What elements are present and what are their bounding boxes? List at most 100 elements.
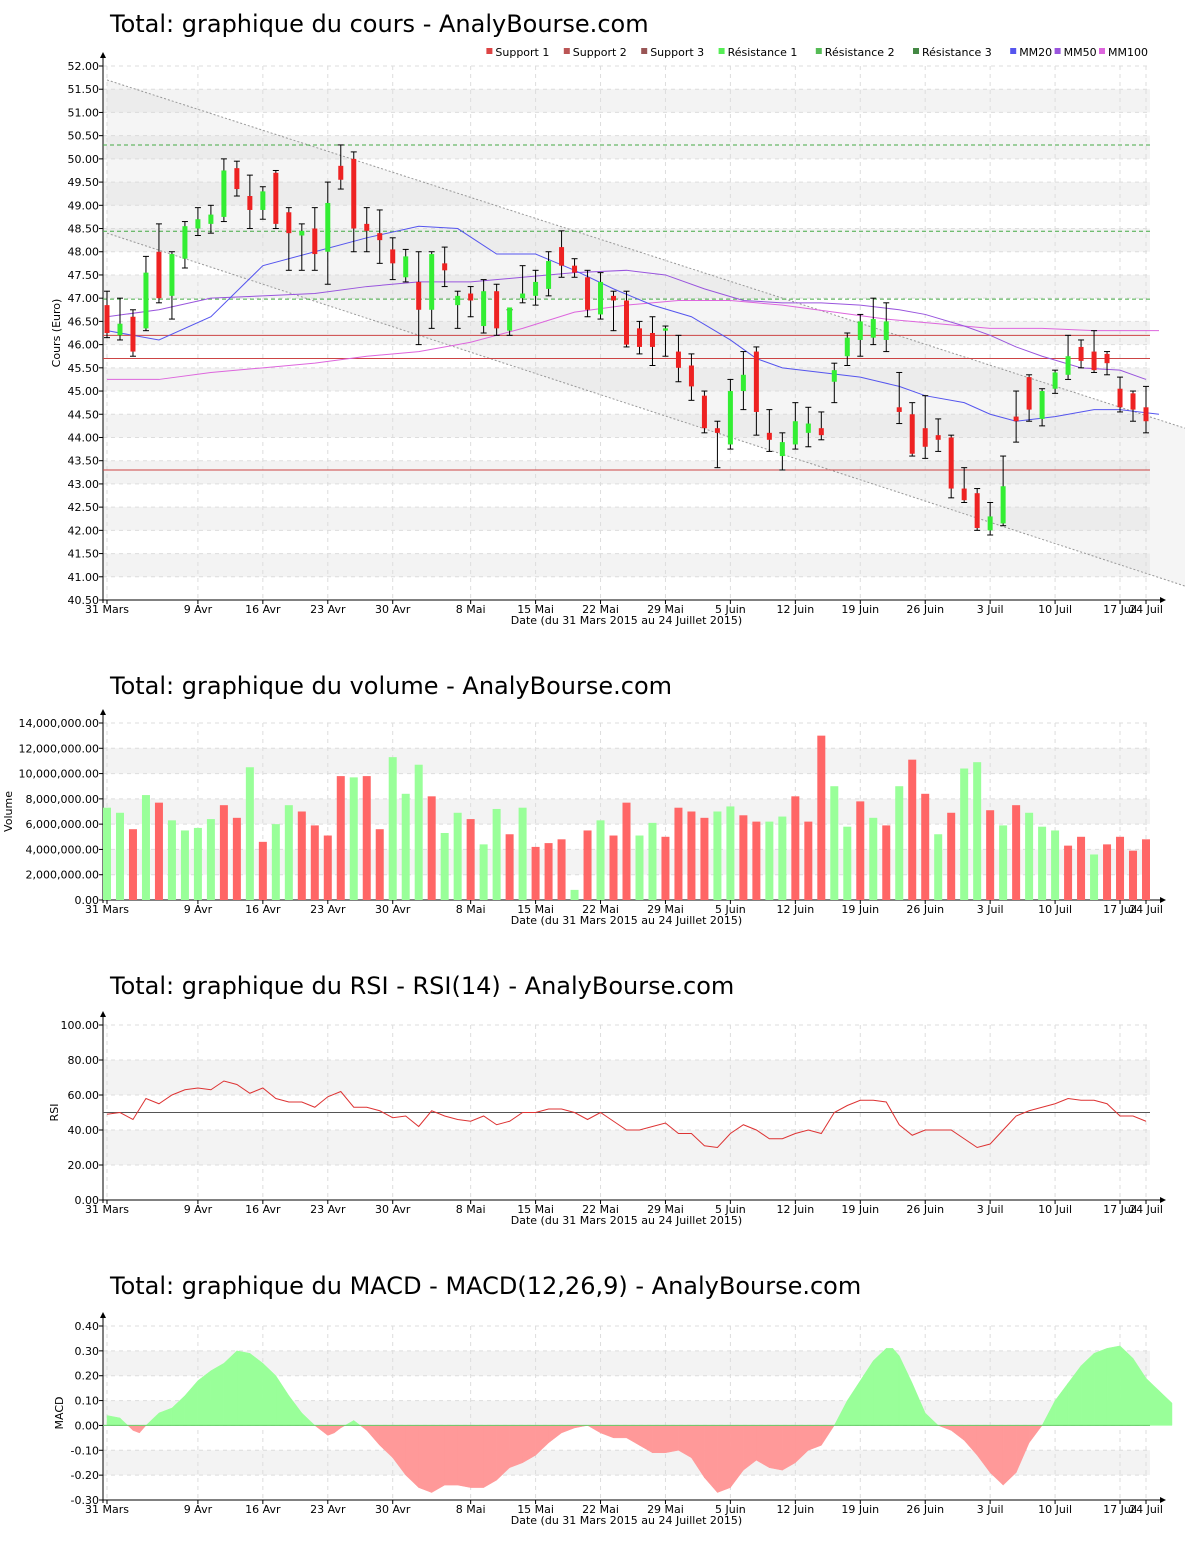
candle-body xyxy=(701,395,707,429)
legend-swatch xyxy=(641,48,648,54)
candle-body xyxy=(117,323,123,336)
volume-bar xyxy=(128,829,137,900)
legend-swatch xyxy=(815,48,822,54)
price-x-tick-label: 10 Juil xyxy=(1038,603,1072,616)
macd-x-tick-label: 17 Juil xyxy=(1103,1503,1137,1516)
legend-swatch xyxy=(1099,48,1105,54)
rsi-y-axis-arrow xyxy=(100,1011,106,1017)
rsi-x-tick-label: 31 Mars xyxy=(85,1203,129,1216)
volume-x-axis-arrow xyxy=(1160,897,1166,903)
macd-area-segment xyxy=(1106,1345,1121,1426)
volume-x-tick-label: 9 Avr xyxy=(184,903,213,916)
volume-grid-band xyxy=(103,748,1150,774)
price-grid-band xyxy=(103,367,1150,392)
volume-bar xyxy=(414,764,423,900)
rsi-y-tick-label: 60.00 xyxy=(68,1089,100,1102)
volume-bar xyxy=(531,846,540,900)
volume-x-tick-label: 29 Mai xyxy=(647,903,684,916)
volume-bar xyxy=(622,802,631,900)
volume-bar xyxy=(1051,830,1060,900)
price-y-tick-label: 42.50 xyxy=(68,501,100,514)
volume-bar xyxy=(778,816,787,900)
rsi-grid-band xyxy=(103,1060,1150,1095)
candle-body xyxy=(195,219,201,229)
macd-area-segment xyxy=(236,1350,251,1426)
price-x-tick-label: 12 Juin xyxy=(776,603,814,616)
price-y-tick-label: 49.00 xyxy=(68,199,100,212)
price-y-tick-label: 40.50 xyxy=(68,594,100,607)
candle-body xyxy=(156,251,162,299)
candle-body xyxy=(247,196,253,210)
macd-area-segment xyxy=(366,1425,380,1446)
candle-body xyxy=(104,305,110,333)
volume-bar xyxy=(232,817,241,900)
macd-area-segment xyxy=(1093,1348,1108,1426)
macd-area-segment xyxy=(139,1425,147,1434)
trend-channel-upper xyxy=(106,79,1186,429)
candle-body xyxy=(714,428,720,433)
volume-bar xyxy=(180,830,189,900)
macd-x-axis-arrow xyxy=(1160,1497,1166,1503)
candle-body xyxy=(805,423,811,433)
volume-bar xyxy=(544,843,553,900)
volume-bar xyxy=(687,811,696,900)
volume-bar xyxy=(921,793,930,900)
candle-body xyxy=(987,516,993,531)
price-grid-band xyxy=(103,228,1150,252)
volume-bar xyxy=(1077,836,1086,900)
macd-area-segment xyxy=(1054,1382,1069,1426)
macd-x-tick-label: 23 Avr xyxy=(310,1503,346,1516)
volume-x-tick-label: 3 Juil xyxy=(977,903,1004,916)
rsi-x-axis-arrow xyxy=(1160,1197,1166,1203)
volume-bar xyxy=(336,776,345,900)
macd-x-tick-label: 12 Juin xyxy=(776,1503,814,1516)
price-y-tick-label: 50.00 xyxy=(68,153,100,166)
price-y-tick-label: 47.50 xyxy=(68,269,100,282)
candle-body xyxy=(338,165,344,180)
macd-x-tick-label: 19 Juin xyxy=(841,1503,879,1516)
price-y-tick-label: 41.00 xyxy=(68,571,100,584)
macd-area-segment xyxy=(989,1425,1004,1486)
price-y-tick-label: 51.00 xyxy=(68,106,100,119)
volume-bar xyxy=(103,807,111,900)
volume-x-tick-label: 16 Avr xyxy=(245,903,281,916)
candle-body xyxy=(1104,353,1110,364)
macd-area-segment xyxy=(223,1350,238,1426)
candle-body xyxy=(234,168,240,190)
volume-bar xyxy=(310,825,319,900)
legend-label: Support 1 xyxy=(495,46,549,59)
price-y-tick-label: 52.00 xyxy=(68,60,100,73)
volume-bar xyxy=(986,810,995,900)
price-y-tick-label: 45.50 xyxy=(68,362,100,375)
candle-body xyxy=(922,428,928,447)
rsi-x-tick-label: 10 Juil xyxy=(1038,1203,1072,1216)
price-x-tick-label: 9 Avr xyxy=(184,603,213,616)
price-y-tick-label: 46.50 xyxy=(68,315,100,328)
volume-bar xyxy=(349,777,358,900)
rsi-y-tick-label: 100.00 xyxy=(61,1019,100,1032)
rsi-x-tick-label: 12 Juin xyxy=(776,1203,814,1216)
rsi-y-tick-label: 20.00 xyxy=(68,1159,100,1172)
macd-x-tick-label: 22 Mai xyxy=(582,1503,619,1516)
volume-bar xyxy=(635,835,644,900)
volume-bar xyxy=(388,757,397,900)
macd-x-tick-label: 15 Mai xyxy=(517,1503,554,1516)
macd-area-segment xyxy=(327,1425,335,1436)
candle-body xyxy=(909,414,915,454)
candle-body xyxy=(766,432,772,440)
macd-x-tick-label: 10 Juil xyxy=(1038,1503,1072,1516)
macd-area-segment xyxy=(1145,1377,1160,1426)
volume-x-tick-label: 17 Juil xyxy=(1103,903,1137,916)
volume-bar xyxy=(752,821,761,900)
candle-body xyxy=(559,247,565,266)
price-x-tick-label: 19 Juin xyxy=(841,603,879,616)
macd-x-tick-label: 24 Juil xyxy=(1129,1503,1163,1516)
mm50-line xyxy=(106,269,1147,380)
volume-y-tick-label: 2,000,000.00 xyxy=(26,869,99,882)
price-y-tick-label: 47.00 xyxy=(68,292,100,305)
candle-body xyxy=(636,328,642,347)
candle-body xyxy=(896,407,902,412)
volume-bar xyxy=(570,889,579,900)
volume-bar xyxy=(258,841,267,900)
trend-channel-lower xyxy=(106,232,1186,587)
